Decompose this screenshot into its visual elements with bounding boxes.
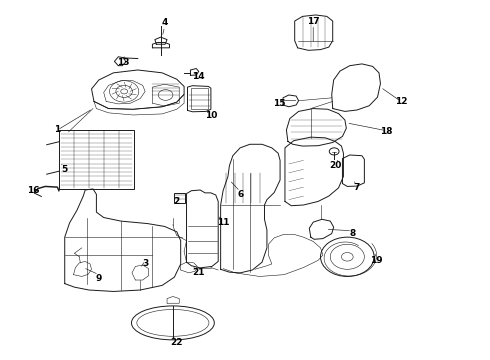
Text: 9: 9 xyxy=(96,274,102,283)
Text: 19: 19 xyxy=(370,256,383,265)
Text: 18: 18 xyxy=(380,127,392,136)
Text: 4: 4 xyxy=(161,18,168,27)
Text: 6: 6 xyxy=(237,190,243,199)
Text: 2: 2 xyxy=(173,197,180,206)
Text: 13: 13 xyxy=(117,58,129,67)
Text: 10: 10 xyxy=(205,111,217,120)
Text: 16: 16 xyxy=(27,186,39,195)
Text: 15: 15 xyxy=(273,99,285,108)
Text: 5: 5 xyxy=(62,165,68,174)
Text: 7: 7 xyxy=(354,183,360,192)
Text: 3: 3 xyxy=(142,260,148,269)
Text: 17: 17 xyxy=(307,17,319,26)
Text: 14: 14 xyxy=(193,72,205,81)
Text: 8: 8 xyxy=(349,229,355,238)
Text: 12: 12 xyxy=(394,97,407,106)
Text: 11: 11 xyxy=(217,219,229,228)
Bar xyxy=(174,193,185,203)
Bar xyxy=(191,88,208,109)
Text: 20: 20 xyxy=(329,161,342,170)
Text: 22: 22 xyxy=(171,338,183,347)
Text: 21: 21 xyxy=(193,268,205,277)
Text: 1: 1 xyxy=(54,126,61,135)
